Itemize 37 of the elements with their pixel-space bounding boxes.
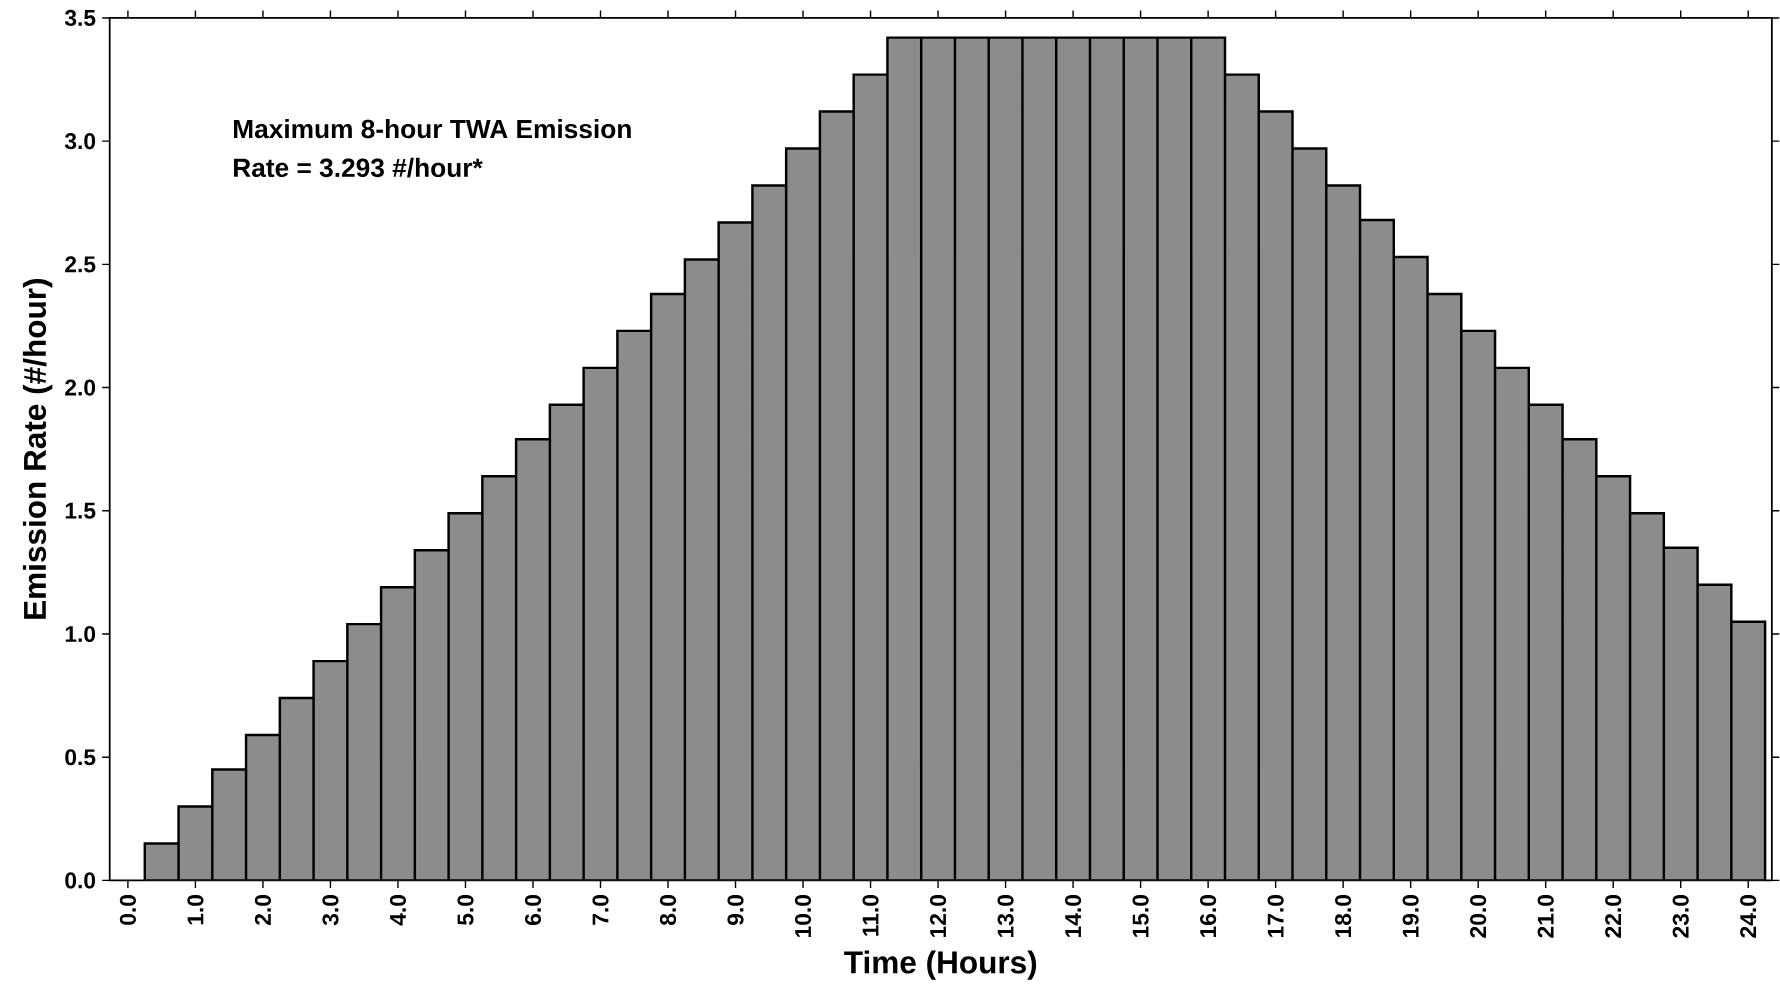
- x-tick-label: 9.0: [727, 894, 744, 925]
- y-tick-label: 1.5: [65, 502, 96, 519]
- x-tick-label: 5.0: [457, 894, 474, 925]
- x-tick-label: 8.0: [659, 894, 677, 925]
- x-tick-label: 12.0: [929, 894, 947, 937]
- y-tick-label: 3.5: [64, 9, 96, 26]
- y-tick-label: 0.5: [65, 749, 96, 766]
- x-tick-label: 3.0: [322, 894, 339, 926]
- x-tick-label: 4.0: [389, 894, 407, 926]
- x-tick-label: 18.0: [1335, 894, 1352, 937]
- x-tick-label: 22.0: [1605, 894, 1622, 938]
- x-tick-label: 21.0: [1537, 894, 1554, 938]
- x-tick-label: 13.0: [997, 894, 1014, 937]
- annotation: Rate = 3.293 #/hour*: [234, 157, 483, 178]
- x-tick-label: 14.0: [1065, 894, 1082, 937]
- x-tick-label: 2.0: [254, 894, 271, 925]
- y-tick-label: 0.0: [65, 872, 96, 889]
- x-tick-label: 15.0: [1132, 894, 1149, 937]
- x-tick-label: 17.0: [1267, 894, 1284, 937]
- y-tick-label: 2.0: [65, 379, 96, 396]
- x-tick-label: 1.0: [187, 894, 204, 925]
- x-tick-label: 24.0: [1740, 894, 1757, 938]
- x-tick-label: 23.0: [1672, 894, 1689, 938]
- x-tick-label: 0.0: [119, 894, 136, 925]
- x-tick-label: 16.0: [1200, 894, 1217, 937]
- x-tick-label: 19.0: [1402, 894, 1419, 937]
- x-tick-label: 11.0: [862, 894, 879, 936]
- annotation: Maximum 8-hour TWA Emission: [234, 118, 631, 139]
- x-tick-label: 6.0: [524, 894, 542, 925]
- y-tick-label: 2.5: [65, 256, 96, 273]
- y-axis-title: Emission Rate (#/hour): [22, 278, 53, 619]
- y-tick-label: 1.0: [65, 625, 96, 643]
- x-tick-label: 20.0: [1470, 894, 1487, 938]
- x-tick-label: 7.0: [592, 894, 609, 925]
- y-tick-label: 3.0: [64, 133, 96, 150]
- x-axis-title: Time (Hours): [844, 950, 1037, 980]
- x-tick-label: 10.0: [794, 894, 812, 937]
